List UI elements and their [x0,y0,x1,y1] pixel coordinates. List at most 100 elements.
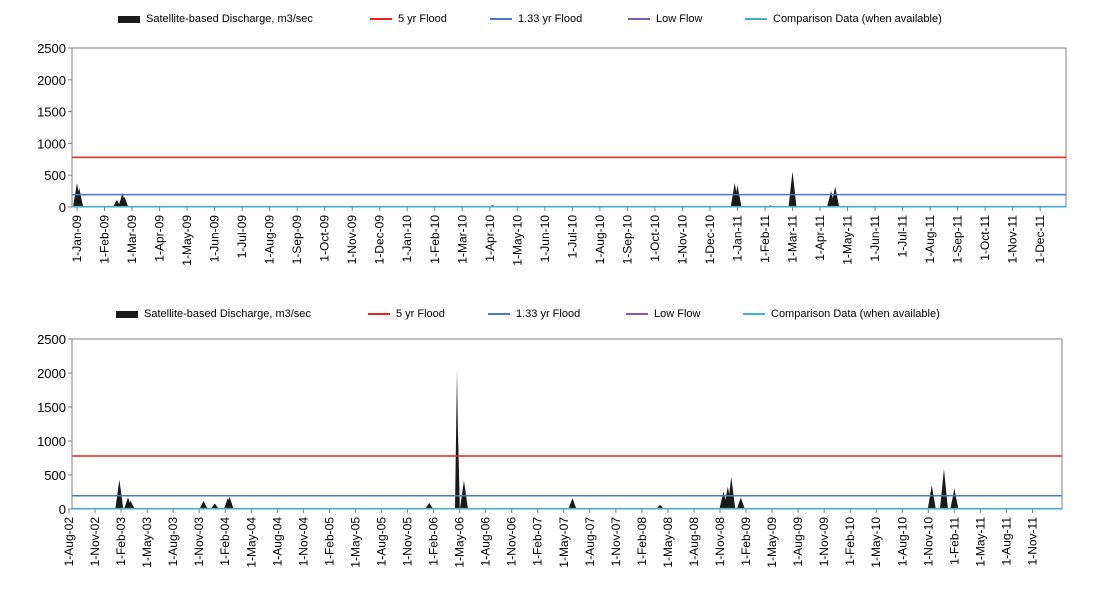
y-tick-label: 2500 [37,41,66,56]
x-tick-label: 1-May-06 [453,517,467,568]
x-tick-label: 1-Feb-06 [427,517,441,566]
legend-label: Comparison Data (when available) [771,308,940,320]
legend-swatch-flood5 [370,18,392,20]
y-tick-label: 2500 [37,332,66,347]
legend-item-flood133: 1.33 yr Flood [488,304,580,324]
x-tick-label: 1-May-03 [140,517,154,568]
x-tick-label: 1-Oct-11 [978,215,992,261]
x-tick-label: 1-Dec-10 [703,215,717,265]
discharge-spike [455,427,460,509]
legend-label: Low Flow [656,13,703,25]
legend-item-comparison: Comparison Data (when available) [745,9,942,29]
x-tick-label: 1-Nov-10 [675,215,689,265]
legend-item-lowflow: Low Flow [628,9,702,29]
y-tick-label: 1000 [37,434,66,449]
x-tick-label: 1-Nov-10 [921,517,935,567]
x-tick-label: 1-Nov-08 [713,517,727,567]
discharge-spike [199,500,208,509]
y-tick-label: 2000 [37,73,66,88]
x-tick-label: 1-Nov-09 [817,517,831,567]
discharge-spike [568,498,577,509]
legend-label: 1.33 yr Flood [516,308,581,320]
discharge-spike [736,497,745,509]
x-tick-label: 1-Aug-06 [479,517,493,567]
legend-label: Low Flow [654,308,701,320]
legend-label: Comparison Data (when available) [773,13,942,25]
legend-swatch-lowflow [628,18,650,20]
plot-frame [71,338,1063,510]
x-tick-label: 1-Feb-11 [758,215,772,263]
x-tick-label: 1-Aug-09 [791,517,805,567]
legend-item-flood5: 5 yr Flood [370,9,447,29]
legend-swatch-comparison [745,18,767,20]
x-tick-label: 1-Aug-10 [593,215,607,265]
x-tick-label: 1-Oct-09 [318,215,332,262]
legend-label: Satellite-based Discharge, m3/sec [146,13,313,25]
legend-swatch-discharge [118,15,140,23]
legend-item-lowflow: Low Flow [626,304,700,324]
y-tick-label: 500 [44,168,66,183]
x-tick-label: 1-Jan-10 [400,215,414,263]
plot-frame [71,47,1067,208]
x-tick-label: 1-Jan-11 [730,215,744,262]
discharge-chart-2002-2011: 0 500 1000 1500 2000 2500 1-Aug-02 1-Nov-02 1-Fe… [37,332,1063,568]
y-tick-label: 1000 [37,136,66,151]
x-tick-label: 1-Nov-03 [192,517,206,567]
x-tick-label: 1-Feb-04 [218,517,232,566]
x-tick-label: 1-Aug-10 [895,517,909,567]
x-tick-label: 1-Jul-09 [235,215,249,259]
x-tick-label: 1-Jun-11 [868,215,882,262]
x-tick-label: 1-May-11 [841,215,855,265]
legend-swatch-lowflow [626,313,648,315]
x-tick-label: 1-Feb-10 [428,215,442,264]
x-tick-label: 1-Sep-10 [620,215,634,265]
legend-top: Satellite-based Discharge, m3/sec 5 yr F… [0,9,1094,29]
discharge-spike [950,488,959,509]
y-tick-label: 1500 [37,105,66,120]
x-tick-label: 1-Aug-02 [62,517,76,567]
x-tick-label: 1-Aug-11 [999,517,1013,566]
x-tick-label: 1-Feb-09 [739,517,753,566]
x-tick-label: 1-Nov-11 [1025,517,1039,566]
legend-item-comparison: Comparison Data (when available) [743,304,940,324]
x-tick-label: 1-Apr-09 [153,215,167,262]
discharge-spike [75,187,84,207]
x-tick-label: 1-Jul-10 [565,215,579,259]
discharge-spike [727,477,736,509]
x-tick-label: 1-May-05 [348,517,362,568]
legend-bottom: Satellite-based Discharge, m3/sec 5 yr F… [0,304,1094,324]
legend-swatch-discharge [116,310,138,318]
x-tick-label: 1-May-08 [661,517,675,568]
x-tick-label: 1-May-09 [765,517,779,568]
discharge-spike [939,468,948,509]
x-tick-label: 1-Jun-09 [208,215,222,263]
legend-item-flood5: 5 yr Flood [368,304,445,324]
discharge-spike [927,485,936,509]
x-tick-label: 1-May-10 [869,517,883,568]
x-tick-label: 1-Dec-09 [373,215,387,265]
x-tick-label: 1-Mar-09 [125,215,139,264]
legend-label: 1.33 yr Flood [518,13,583,25]
x-tick-label: 1-Feb-10 [843,517,857,566]
discharge-spike [831,186,840,207]
x-tick-label: 1-Jul-11 [896,215,910,258]
y-tick-label: 1500 [37,400,66,415]
y-tick-label: 0 [59,200,66,215]
x-tick-label: 1-Aug-08 [687,517,701,567]
x-tick-label: 1-Feb-05 [322,517,336,566]
legend-swatch-flood133 [490,18,512,20]
x-tick-label: 1-Jan-09 [70,215,84,263]
x-tick-label: 1-Aug-11 [923,215,937,264]
discharge-spike [126,500,135,509]
x-tick-label: 1-May-09 [180,215,194,266]
discharge-spike [425,502,434,509]
discharge-spike [115,479,124,509]
legend-label: 5 yr Flood [396,308,445,320]
x-tick-label: 1-Nov-07 [609,517,623,567]
discharge-spike [120,196,129,207]
discharge-spike [459,480,468,509]
x-tick-label: 1-Mar-10 [455,215,469,264]
y-tick-label: 0 [59,502,66,517]
x-tick-label: 1-May-07 [557,517,571,568]
x-tick-label: 1-Jun-10 [538,215,552,263]
